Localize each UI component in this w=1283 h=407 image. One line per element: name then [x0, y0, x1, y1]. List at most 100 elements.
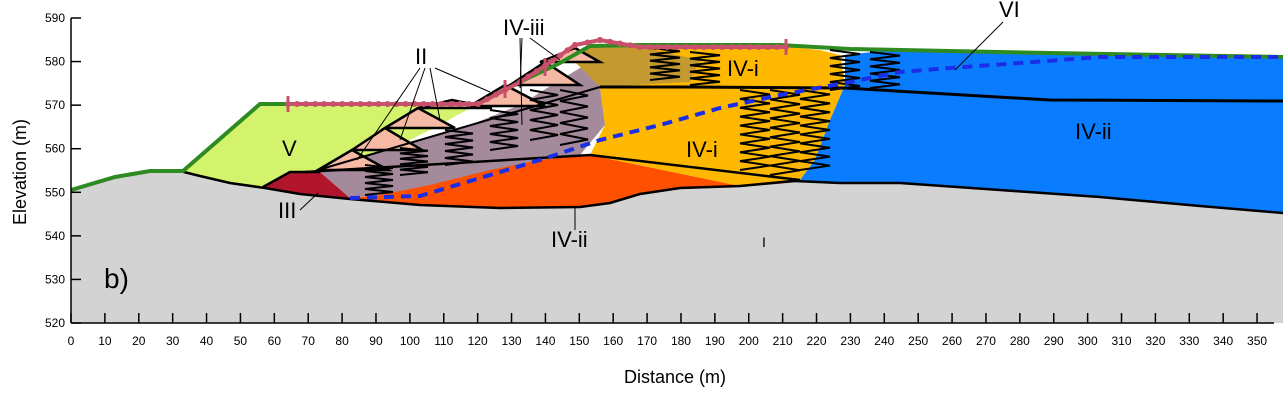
label-iv-i-upper: IV-i	[727, 56, 759, 81]
x-tick-label: 140	[535, 334, 555, 348]
cover-bead	[438, 101, 445, 107]
x-tick-label: 260	[942, 334, 962, 348]
x-tick-label: 150	[569, 334, 589, 348]
zigzag-inner-slope	[489, 109, 519, 151]
zone-bedrock-i	[71, 171, 1283, 323]
zone-iv-ii-lower	[350, 155, 740, 208]
x-tick-label: 50	[234, 334, 248, 348]
x-tick-label: 10	[98, 334, 112, 348]
x-tick-label: 300	[1078, 334, 1098, 348]
zigzag-crest	[829, 49, 861, 91]
cover-bead	[607, 38, 613, 45]
leader-vi	[954, 21, 1004, 71]
x-tick-label: 70	[302, 334, 316, 348]
cover-bead	[456, 101, 463, 107]
zone-labels: V II III IV-iii IV-i IV-i IV-ii IV-ii VI…	[10, 0, 1112, 387]
x-tick-label: 0	[68, 334, 75, 348]
cover-bead	[664, 44, 671, 50]
y-tick-label: 530	[45, 272, 65, 286]
leader-iv-iii-3	[519, 37, 523, 126]
cover-bead	[627, 42, 633, 49]
x-tick-label: 250	[908, 334, 928, 348]
y-axis-title: Elevation (m)	[10, 119, 30, 225]
label-i: I	[762, 234, 766, 250]
zigzag-inner-slope	[364, 164, 394, 196]
cover-bead	[321, 101, 328, 107]
x-axis-title: Distance (m)	[624, 367, 726, 387]
x-tick-label: 130	[502, 334, 522, 348]
leader-ii-3	[429, 67, 441, 121]
zigzag-inner-slope	[559, 89, 589, 146]
cover-bead	[673, 44, 680, 50]
y-tick-label: 590	[45, 11, 65, 25]
boundary-iv-i-base	[304, 153, 801, 182]
cover-bead	[357, 101, 364, 107]
cover-bead	[312, 101, 319, 107]
x-tick-label: 290	[1044, 334, 1064, 348]
zone-ii-triangle	[380, 106, 456, 130]
cover-bead	[348, 101, 355, 107]
x-tick-label: 230	[840, 334, 860, 348]
cover-bead	[746, 44, 753, 50]
cover-bead	[465, 101, 472, 107]
zigzag-crest	[689, 51, 721, 86]
x-tick-label: 240	[874, 334, 894, 348]
cover-bead	[339, 101, 346, 107]
axes: 0 10 20 30 40 50 60 70 80 90 100 110 120 130 140 150 160…	[45, 11, 1274, 348]
cover-bead	[420, 101, 427, 107]
x-tick-label: 160	[603, 334, 623, 348]
cover-bead	[475, 101, 481, 107]
cover-bead	[384, 101, 391, 107]
cover-bead	[557, 52, 563, 59]
cover-bead	[525, 73, 532, 80]
x-tick-label: 330	[1179, 334, 1199, 348]
x-tick-label: 280	[1010, 334, 1030, 348]
cover-bead	[773, 44, 780, 50]
x-tick-label: 350	[1247, 334, 1267, 348]
leader-iii	[299, 192, 319, 211]
cover-bead	[493, 91, 499, 98]
x-tick-label: 80	[335, 334, 349, 348]
x-tick-label: 310	[1111, 334, 1131, 348]
zone-iv-ii-right	[800, 49, 1283, 213]
cover-bead	[375, 101, 382, 107]
cover-bead	[564, 47, 571, 54]
label-vi: VI	[999, 0, 1020, 22]
zigzag-core	[799, 89, 831, 171]
embankment-surface-line	[70, 43, 1283, 192]
y-tick-label: 540	[45, 229, 65, 243]
phreatic-line	[349, 55, 1283, 200]
x-tick-label: 120	[468, 334, 488, 348]
x-tick-label: 110	[434, 334, 453, 348]
cover-and-water-lines	[285, 21, 1283, 230]
label-iv-iii: IV-iii	[503, 15, 545, 40]
cover-bead	[533, 68, 540, 75]
interface-zigzags	[364, 47, 901, 196]
cover-bead	[366, 101, 373, 107]
x-tick-label: 170	[637, 334, 657, 348]
cover-bead	[572, 42, 578, 48]
x-tick-label: 30	[166, 334, 180, 348]
y-tick-label: 560	[45, 142, 65, 156]
leader-ii-2	[399, 67, 426, 141]
zigzag-crest	[649, 47, 681, 81]
label-v: V	[282, 136, 297, 161]
cover-bead	[330, 101, 337, 107]
label-iv-i-mid: IV-i	[686, 137, 718, 162]
cover-bead	[700, 44, 707, 50]
cover-bead	[691, 44, 698, 50]
zigzag-inner-slope	[444, 129, 474, 166]
label-iii: III	[278, 198, 296, 223]
boundary-iv-iii-top	[317, 86, 601, 171]
cover-bead	[755, 44, 762, 50]
cover-bead	[484, 96, 490, 103]
cover-bead	[597, 37, 603, 43]
x-tick-label: 210	[773, 334, 793, 348]
leader-iv-iii-2	[529, 37, 561, 61]
cover-bead	[737, 44, 744, 50]
label-iv-ii-right: IV-ii	[1075, 119, 1112, 144]
label-iv-ii-lower: IV-ii	[551, 227, 588, 252]
cover-bead	[682, 44, 689, 50]
x-tick-label: 200	[739, 334, 759, 348]
